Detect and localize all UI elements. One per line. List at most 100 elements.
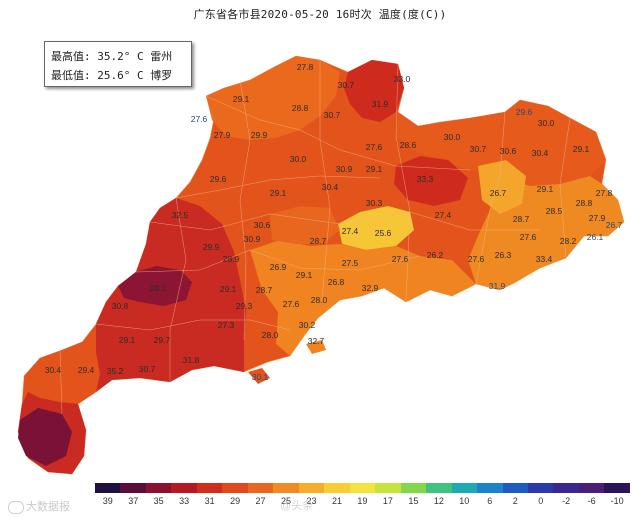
legend-swatch: [527, 483, 554, 493]
legend-tick-label: 6: [487, 496, 493, 506]
temp-label: 29.6: [210, 174, 227, 184]
temp-label: 29.9: [251, 130, 268, 140]
legend-tick-label: -2: [562, 496, 571, 506]
legend-tick-label: 29: [230, 496, 241, 506]
temp-label: 28.7: [513, 214, 530, 224]
temp-label: 28.1: [150, 283, 167, 293]
temp-label: 31.9: [489, 281, 506, 291]
temp-label: 27.6: [520, 232, 537, 242]
temp-label: 29.1: [233, 94, 250, 104]
temp-label: 29.6: [516, 107, 533, 117]
temp-label: 30.7: [470, 144, 487, 154]
leizhou-hottest-region: [18, 408, 72, 466]
legend-tick-label: 10: [459, 496, 470, 506]
legend-swatch: [145, 483, 172, 493]
temp-label: 30.4: [322, 182, 339, 192]
legend-tick-label: 21: [331, 496, 342, 506]
east-cool-spot-region: [478, 160, 526, 214]
temp-label: 29.1: [537, 184, 554, 194]
temp-label: 28.5: [546, 206, 563, 216]
temp-label: 27.6: [191, 114, 208, 124]
legend-tick-label: 27: [255, 496, 266, 506]
legend-swatch: [604, 483, 630, 493]
temp-label: 30.0: [538, 118, 555, 128]
delta-medium-region: [270, 206, 340, 244]
legend-swatch: [578, 483, 605, 493]
island-shape: [248, 368, 270, 384]
legend-swatch: [553, 483, 579, 493]
temperature-labels: 27.8 30.7 33.0 31.9 30.7 29.1 28.8 27.6 …: [45, 62, 623, 382]
temp-label: 27.6: [283, 299, 300, 309]
county-boundaries: [59, 60, 571, 415]
legend-tick-label: 12: [433, 496, 444, 506]
temp-label: 30.6: [500, 146, 517, 156]
legend-swatch: [196, 483, 223, 493]
temp-label: 32.5: [172, 210, 189, 220]
legend-tick-label: 31: [204, 496, 215, 506]
legend-swatch: [477, 483, 503, 493]
south-central-mild-region: [250, 240, 476, 356]
temp-label: 27.8: [297, 62, 314, 72]
legend-tick-label: 17: [382, 496, 393, 506]
temp-label: 31.9: [372, 99, 389, 109]
temp-label: 27.4: [435, 210, 452, 220]
temp-label: 30.7: [324, 110, 341, 120]
legend-tick-label: 35: [153, 496, 164, 506]
temp-label: 28.7: [256, 285, 273, 295]
weibo-icon: [8, 500, 24, 514]
temp-label: 29.1: [270, 188, 287, 198]
temp-label: 35.2: [107, 366, 124, 376]
northeast-hot-region: [344, 60, 404, 122]
temp-label: 30.8: [112, 301, 129, 311]
watermark-text: 大数据报: [26, 501, 70, 513]
north-mild-region: [206, 56, 340, 140]
temp-label: 27.9: [589, 213, 606, 223]
temp-label: 30.0: [290, 154, 307, 164]
legend-swatch: [247, 483, 274, 493]
temp-label: 29.1: [119, 335, 136, 345]
legend-swatch: [222, 483, 248, 493]
temp-label: 29.4: [78, 365, 95, 375]
legend-tick-label: -10: [610, 496, 624, 506]
temp-label: 30.6: [254, 220, 271, 230]
temp-label: 25.6: [375, 228, 392, 238]
island-shape: [306, 340, 326, 354]
legend-swatch: [273, 483, 299, 493]
temp-label: 28.9: [223, 254, 240, 264]
max-value-line: 最高值: 35.2° C 雷州: [51, 50, 173, 63]
temp-label: 30.4: [532, 148, 549, 158]
temp-label: 27.5: [342, 258, 359, 268]
west-hottest-region: [118, 266, 192, 306]
temp-label: 30.9: [244, 234, 261, 244]
temp-label: 29.9: [203, 242, 220, 252]
legend-swatch: [502, 483, 528, 493]
temp-label: 30.7: [139, 364, 156, 374]
east-warm-region: [396, 100, 606, 186]
temp-label: 27.8: [596, 188, 613, 198]
temp-label: 26.7: [606, 220, 623, 230]
extremes-info-box: 最高值: 35.2° C 雷州 最低值: 25.6° C 博罗: [44, 41, 192, 87]
temp-label: 28.0: [311, 295, 328, 305]
temp-label: 26.1: [587, 232, 604, 242]
temp-label: 27.3: [218, 320, 235, 330]
watermark-logo: 大数据报: [8, 498, 70, 514]
legend-swatch: [375, 483, 401, 493]
temp-label: 30.4: [45, 365, 62, 375]
legend-tick-label: 23: [306, 496, 317, 506]
temp-label: 30.3: [366, 198, 383, 208]
legend-tick-label: 0: [538, 496, 544, 506]
central-hot-region: [394, 156, 468, 206]
temp-label: 28.0: [262, 330, 279, 340]
temp-label: 27.4: [342, 226, 359, 236]
boluo-coolest-region: [338, 206, 414, 250]
color-legend-bar: [95, 483, 630, 493]
temp-label: 26.9: [270, 262, 287, 272]
map-title: 广东省各市县2020-05-20 16时次 温度(度(C)): [193, 8, 447, 21]
legend-tick-label: -6: [587, 496, 596, 506]
temp-label: 29.1: [366, 164, 383, 174]
temp-label: 33.0: [394, 74, 411, 84]
temp-label: 28.6: [400, 140, 417, 150]
temp-label: 33.4: [536, 254, 553, 264]
temp-label: 28.2: [560, 236, 577, 246]
legend-tick-label: 2: [512, 496, 518, 506]
